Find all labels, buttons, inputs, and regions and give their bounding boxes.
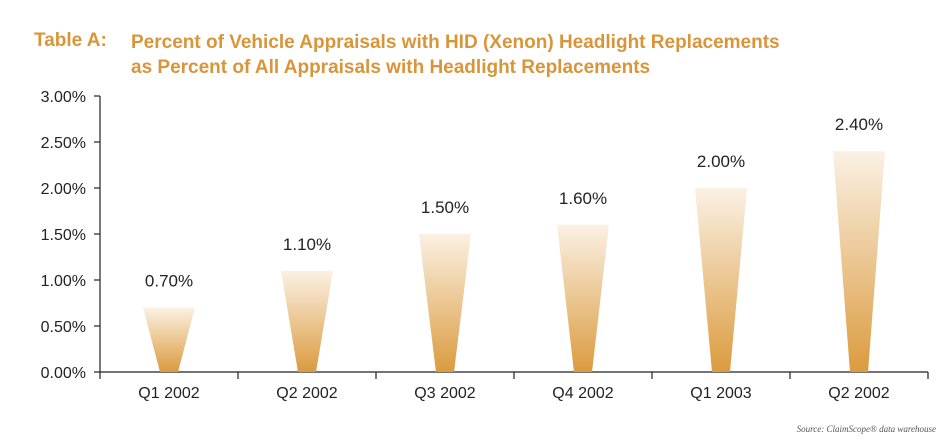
source-note: Source: ClaimScope® data warehouse [796,424,936,434]
bar [695,188,747,372]
bar [281,270,333,372]
chart-bars [143,151,885,372]
chart-title-line-1: Percent of Vehicle Appraisals with HID (… [131,32,780,53]
x-tick-label: Q2 2002 [828,385,889,402]
data-label: 0.70% [145,272,193,291]
data-label: 1.60% [559,189,607,208]
y-tick-label: 0.00% [41,365,86,382]
y-tick-label: 0.50% [41,319,86,336]
data-label: 2.40% [835,115,883,134]
data-label: 2.00% [697,152,745,171]
chart-title: Percent of Vehicle Appraisals with HID (… [131,30,780,80]
title-label: Table A: [34,30,107,51]
x-tick-label: Q4 2002 [552,385,613,402]
chart-title-line-2: as Percent of All Appraisals with Headli… [131,57,651,78]
bar [143,307,195,372]
x-tick-label: Q3 2002 [414,385,475,402]
chart-labels: 0.70% 1.10% 1.50% 1.60% 2.00% 2.40% [145,115,883,290]
data-label: 1.50% [421,198,469,217]
y-tick-label: 3.00% [41,89,86,106]
bar [419,234,471,372]
bar [557,224,609,372]
y-tick-label: 1.00% [41,273,86,290]
y-tick-label: 2.00% [41,181,86,198]
bar [833,151,885,372]
y-tick-label: 1.50% [41,227,86,244]
x-tick-label: Q2 2002 [276,385,337,402]
y-tick-label: 2.50% [41,135,86,152]
x-tick-label: Q1 2002 [138,385,199,402]
data-label: 1.10% [283,235,331,254]
x-tick-label: Q1 2003 [690,385,751,402]
chart-axes: 0.00% 0.50% 1.00% 1.50% 2.00% 2.50% 3.00% Q1 20… [41,89,929,402]
